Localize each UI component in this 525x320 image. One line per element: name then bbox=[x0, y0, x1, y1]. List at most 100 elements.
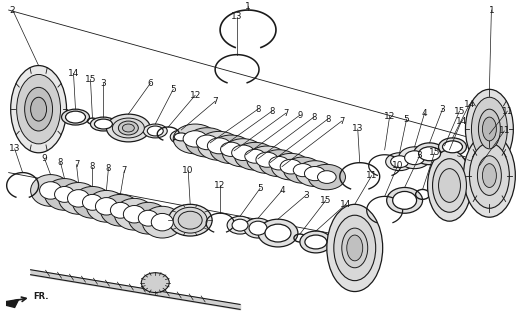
Ellipse shape bbox=[293, 164, 312, 177]
Text: 7: 7 bbox=[122, 166, 127, 175]
Ellipse shape bbox=[55, 187, 75, 202]
Text: 13: 13 bbox=[232, 12, 243, 21]
Text: 7: 7 bbox=[284, 108, 289, 118]
Ellipse shape bbox=[142, 206, 182, 238]
Ellipse shape bbox=[418, 147, 440, 161]
Text: 8: 8 bbox=[255, 105, 261, 114]
Text: 13: 13 bbox=[352, 124, 363, 133]
Text: 1: 1 bbox=[489, 5, 494, 14]
Ellipse shape bbox=[185, 128, 229, 157]
Ellipse shape bbox=[123, 205, 145, 223]
Ellipse shape bbox=[256, 152, 278, 167]
Ellipse shape bbox=[66, 111, 86, 123]
Text: 14: 14 bbox=[456, 116, 467, 125]
Ellipse shape bbox=[478, 109, 500, 149]
Ellipse shape bbox=[464, 134, 516, 217]
Ellipse shape bbox=[61, 109, 89, 125]
Text: 15: 15 bbox=[85, 75, 96, 84]
Ellipse shape bbox=[112, 118, 144, 138]
Ellipse shape bbox=[391, 156, 408, 168]
Text: 7: 7 bbox=[74, 160, 79, 169]
Text: 3: 3 bbox=[417, 151, 423, 160]
Ellipse shape bbox=[30, 97, 47, 121]
Text: 13: 13 bbox=[9, 144, 20, 153]
Ellipse shape bbox=[393, 191, 417, 209]
Ellipse shape bbox=[258, 219, 298, 247]
Text: 11: 11 bbox=[501, 107, 513, 116]
Ellipse shape bbox=[173, 207, 207, 233]
Text: 14: 14 bbox=[464, 100, 475, 109]
Ellipse shape bbox=[438, 169, 460, 202]
Ellipse shape bbox=[482, 117, 496, 141]
Text: 4: 4 bbox=[279, 186, 285, 195]
Text: 10: 10 bbox=[183, 166, 194, 175]
Ellipse shape bbox=[466, 89, 513, 169]
Ellipse shape bbox=[198, 132, 240, 160]
Ellipse shape bbox=[244, 218, 272, 238]
Ellipse shape bbox=[327, 204, 383, 292]
Text: 5: 5 bbox=[170, 85, 176, 94]
Ellipse shape bbox=[183, 131, 207, 147]
Ellipse shape bbox=[107, 114, 150, 142]
Ellipse shape bbox=[173, 124, 217, 154]
Ellipse shape bbox=[245, 149, 265, 163]
Text: 15: 15 bbox=[454, 107, 465, 116]
Ellipse shape bbox=[114, 198, 154, 230]
Ellipse shape bbox=[387, 188, 423, 213]
Ellipse shape bbox=[220, 142, 242, 156]
Ellipse shape bbox=[68, 190, 89, 207]
Text: 5: 5 bbox=[404, 115, 410, 124]
Text: 6: 6 bbox=[148, 79, 153, 88]
Ellipse shape bbox=[247, 146, 287, 173]
Ellipse shape bbox=[334, 215, 376, 281]
Ellipse shape bbox=[284, 157, 322, 183]
Ellipse shape bbox=[87, 190, 127, 222]
Ellipse shape bbox=[342, 228, 368, 268]
Text: 8: 8 bbox=[58, 158, 63, 167]
Ellipse shape bbox=[72, 187, 112, 218]
Ellipse shape bbox=[249, 221, 267, 235]
Ellipse shape bbox=[386, 153, 414, 171]
Text: 3: 3 bbox=[101, 79, 106, 88]
Ellipse shape bbox=[25, 87, 52, 131]
Ellipse shape bbox=[300, 231, 332, 253]
Polygon shape bbox=[7, 300, 19, 308]
Ellipse shape bbox=[210, 135, 252, 164]
Ellipse shape bbox=[471, 97, 507, 161]
Ellipse shape bbox=[94, 119, 112, 129]
Text: 3: 3 bbox=[303, 191, 309, 200]
Ellipse shape bbox=[438, 138, 466, 156]
Ellipse shape bbox=[110, 202, 130, 218]
Ellipse shape bbox=[269, 156, 289, 170]
Ellipse shape bbox=[305, 235, 327, 249]
Text: 11: 11 bbox=[499, 126, 510, 135]
Ellipse shape bbox=[318, 171, 336, 183]
Text: FR.: FR. bbox=[34, 292, 49, 301]
Text: 12: 12 bbox=[190, 91, 201, 100]
Text: 8: 8 bbox=[269, 107, 275, 116]
Ellipse shape bbox=[232, 145, 255, 161]
Ellipse shape bbox=[280, 159, 302, 174]
Ellipse shape bbox=[143, 124, 167, 138]
Ellipse shape bbox=[118, 121, 138, 135]
Ellipse shape bbox=[174, 133, 188, 141]
Ellipse shape bbox=[128, 202, 168, 234]
Ellipse shape bbox=[17, 75, 60, 144]
Text: 8: 8 bbox=[325, 115, 331, 124]
Ellipse shape bbox=[151, 213, 173, 231]
Ellipse shape bbox=[178, 211, 202, 229]
Ellipse shape bbox=[482, 164, 496, 188]
Text: 12: 12 bbox=[384, 112, 395, 121]
Ellipse shape bbox=[39, 182, 61, 199]
Ellipse shape bbox=[10, 66, 67, 153]
Ellipse shape bbox=[405, 151, 425, 165]
Text: 14: 14 bbox=[340, 200, 351, 209]
Ellipse shape bbox=[141, 273, 169, 292]
Text: 11: 11 bbox=[366, 171, 377, 180]
Ellipse shape bbox=[427, 150, 471, 221]
Ellipse shape bbox=[271, 153, 310, 180]
Ellipse shape bbox=[82, 195, 102, 210]
Ellipse shape bbox=[168, 204, 212, 236]
Text: 4: 4 bbox=[422, 108, 427, 118]
Ellipse shape bbox=[469, 143, 509, 208]
